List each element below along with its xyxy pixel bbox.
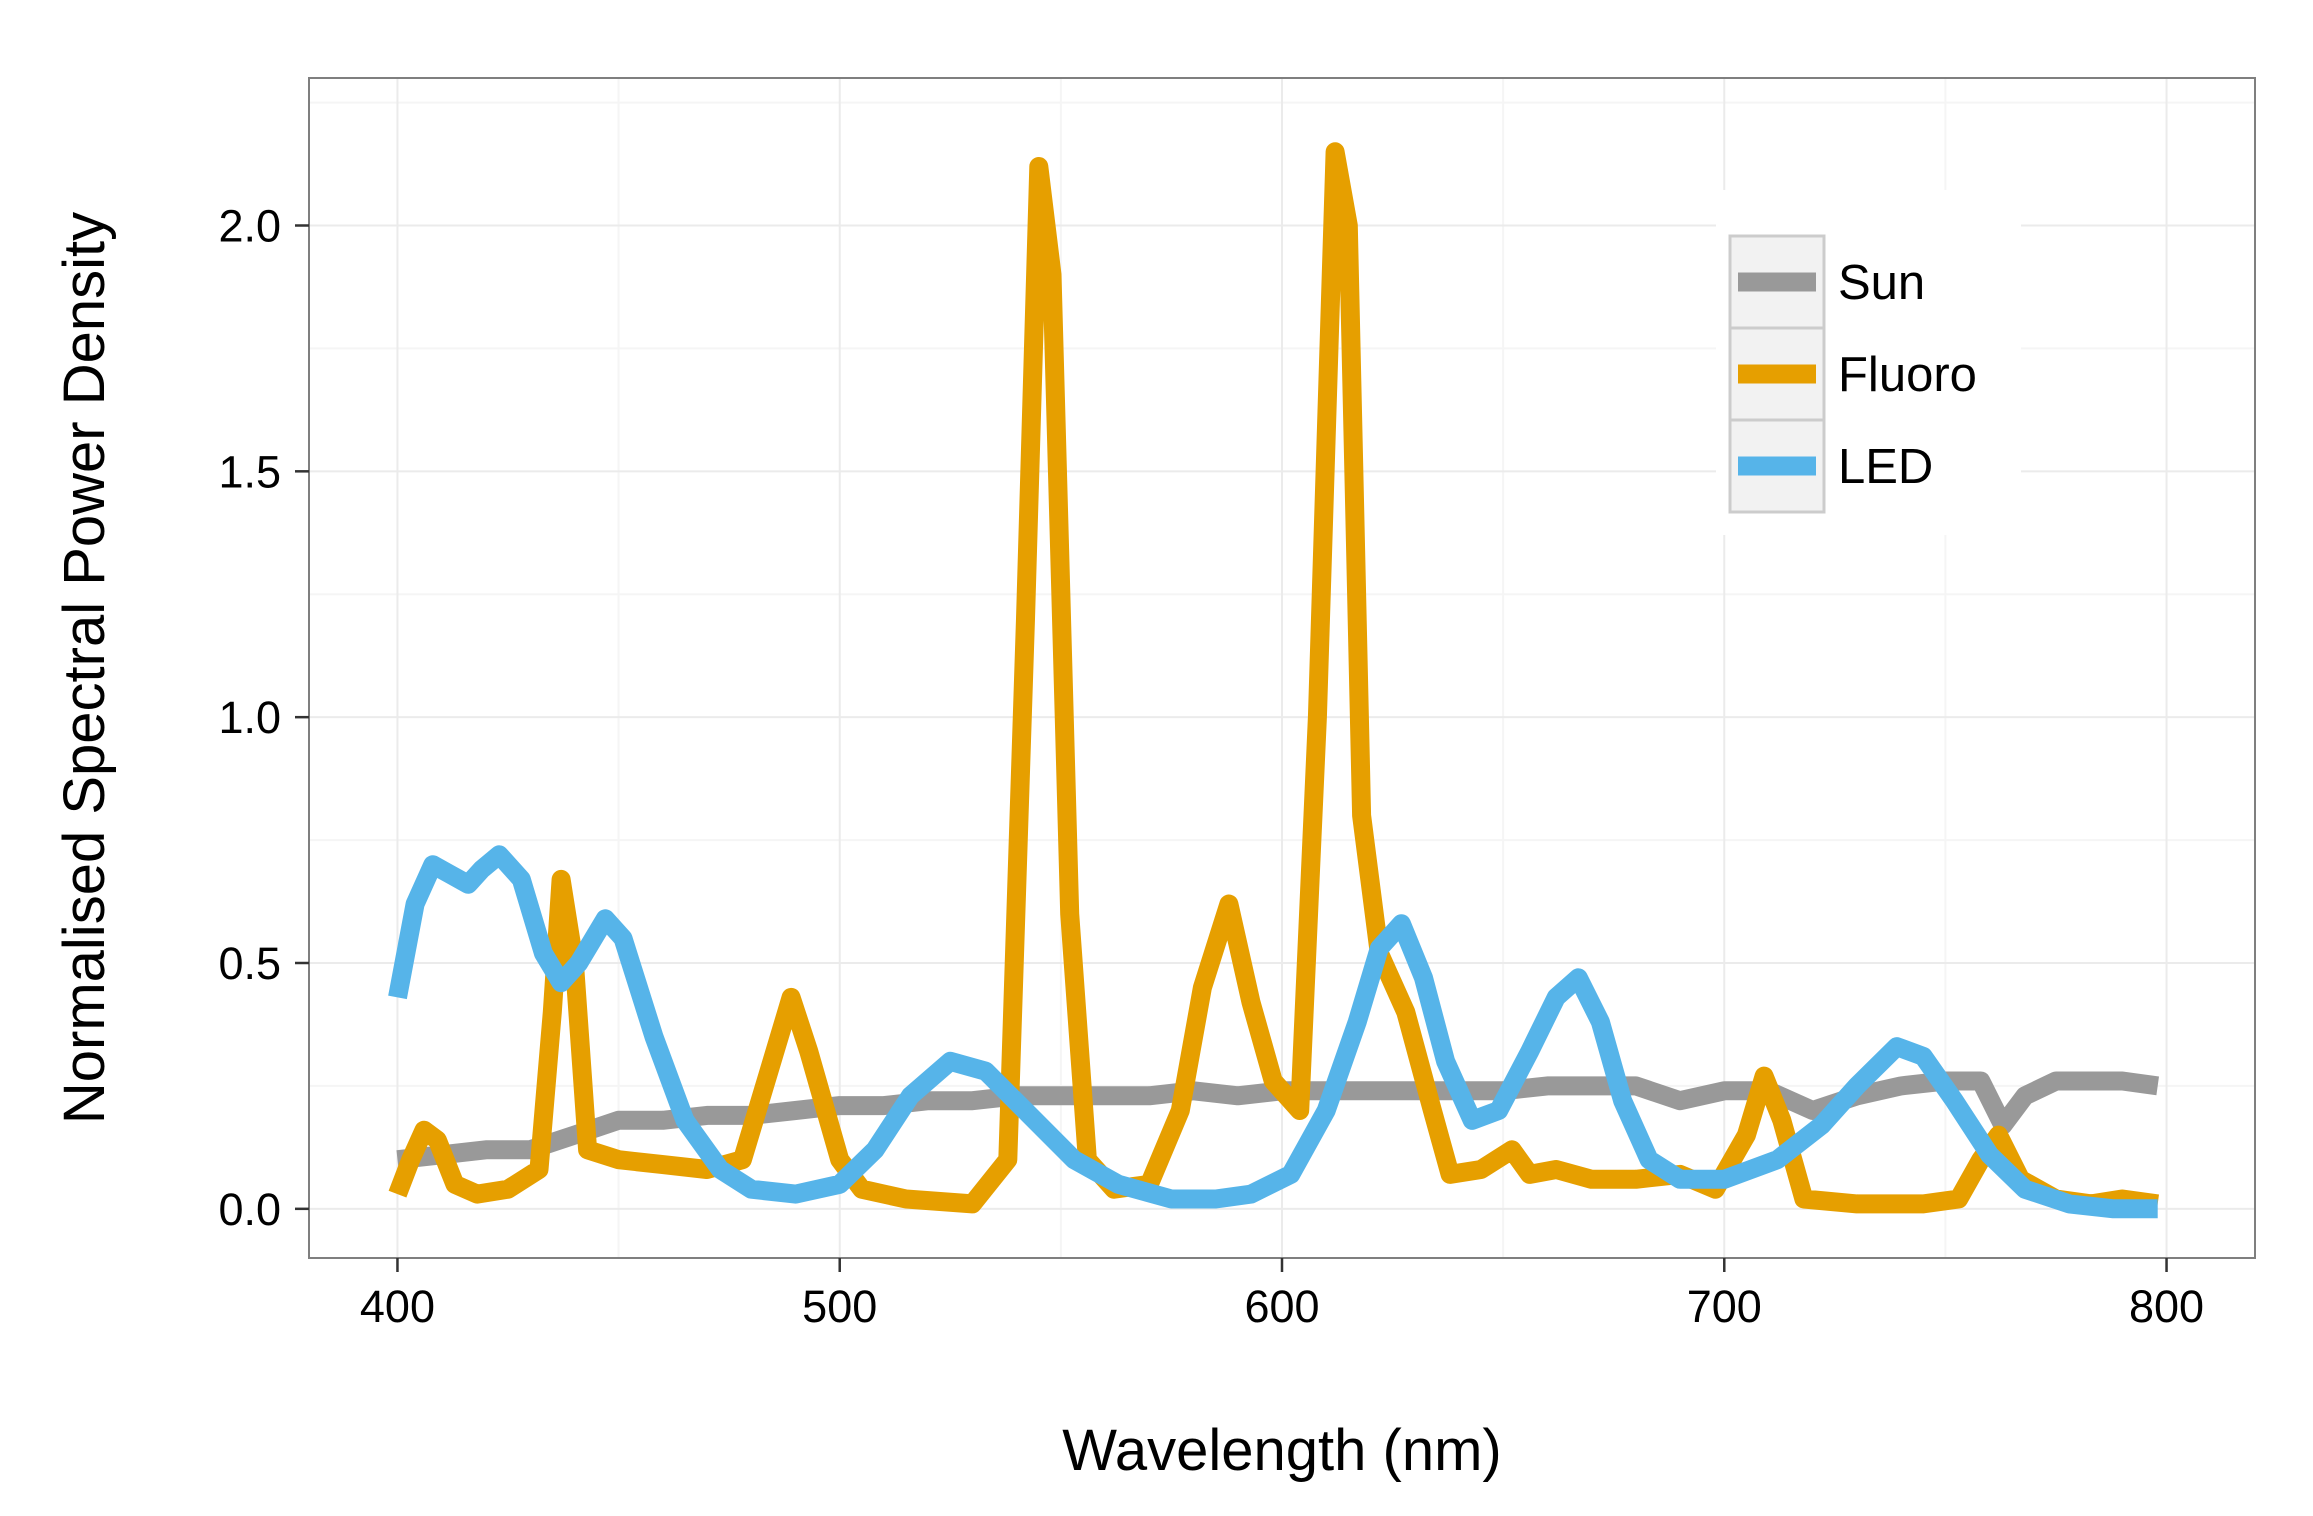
y-tick-label: 0.5: [218, 938, 281, 989]
x-axis-title: Wavelength (nm): [1062, 1418, 1501, 1483]
x-tick-label: 400: [360, 1281, 435, 1332]
x-axis: 400 500 600 700 800: [360, 1258, 2204, 1332]
x-tick-label: 700: [1687, 1281, 1762, 1332]
legend: Sun Fluoro LED: [1716, 190, 2021, 535]
series-line-fluoro: [388, 142, 2160, 1214]
y-tick-label: 2.0: [218, 201, 281, 252]
legend-label-fluoro: Fluoro: [1838, 348, 1977, 402]
y-tick-label: 1.5: [218, 446, 281, 497]
x-tick-label: 500: [802, 1281, 877, 1332]
y-axis: 0.0 0.5 1.0 1.5 2.0: [218, 201, 309, 1235]
series-line-led: [388, 845, 2158, 1219]
x-tick-label: 800: [2129, 1281, 2204, 1332]
y-tick-label: 1.0: [218, 692, 281, 743]
series-layer: [388, 142, 2160, 1219]
x-tick-label: 600: [1244, 1281, 1319, 1332]
y-tick-label: 0.0: [218, 1184, 281, 1235]
legend-label-led: LED: [1838, 440, 1933, 494]
legend-label-sun: Sun: [1838, 256, 1925, 310]
y-axis-title: Normalised Spectral Power Density: [52, 212, 117, 1124]
